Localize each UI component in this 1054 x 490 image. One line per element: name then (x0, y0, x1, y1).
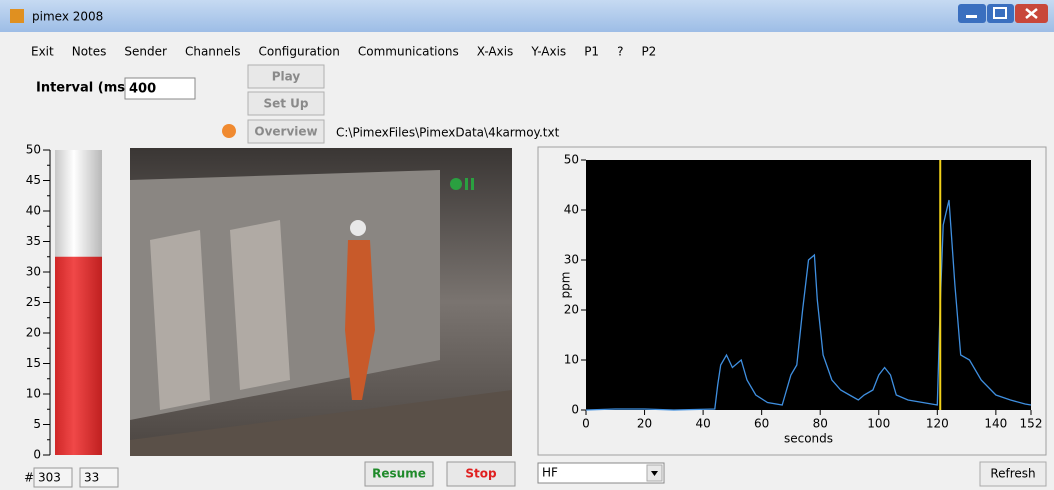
stop-button[interactable] (446, 461, 516, 487)
minimize-button[interactable] (958, 4, 986, 23)
y-tick-label: 40 (564, 203, 579, 217)
video-floor (130, 390, 512, 456)
pause-bar (465, 178, 468, 190)
pause-bar (471, 178, 474, 190)
y-tick-label: 50 (26, 143, 41, 157)
close-icon (1025, 8, 1038, 19)
x-tick-label: 0 (582, 417, 590, 431)
play-button[interactable] (247, 64, 325, 89)
overview-button[interactable] (247, 119, 325, 144)
play-label: Play (272, 70, 301, 84)
y-tick-label: 20 (564, 303, 579, 317)
interval-value: 400 (129, 82, 156, 97)
y-tick-label: 30 (26, 265, 41, 279)
setup-label: Set Up (263, 97, 308, 111)
video-arches (150, 220, 290, 410)
y-tick-label: 45 (26, 173, 41, 187)
y-tick-label: 20 (26, 326, 41, 340)
y-tick-label: 50 (564, 153, 579, 167)
y-tick-label: 15 (26, 356, 41, 370)
y-axis-label: ppm (559, 272, 573, 299)
x-tick-label: 152 (1020, 417, 1043, 431)
counter-value: 33 (84, 471, 99, 485)
video-worker (345, 240, 375, 400)
menu-item[interactable]: P1 (584, 45, 599, 59)
x-tick-label: 40 (695, 417, 710, 431)
x-tick-label: 100 (867, 417, 890, 431)
menu-bar: Exit Notes Sender Channels Configuration Comm… (31, 45, 656, 59)
minimize-icon (966, 15, 977, 18)
x-tick-label: 140 (984, 417, 1007, 431)
window-title: pimex 2008 (32, 10, 103, 24)
status-indicator (222, 124, 236, 138)
file-path: C:\PimexFiles\PimexData\4karmoy.txt (336, 126, 560, 140)
menu-item[interactable]: Configuration (258, 45, 339, 59)
trend-chart: 0 10 20 30 40 50 0 20 40 60 80 100 120 140 152 seconds p… (537, 146, 1047, 456)
x-tick-label: 120 (926, 417, 949, 431)
y-tick-label: 25 (26, 295, 41, 309)
x-tick-label: 20 (637, 417, 652, 431)
menu-item[interactable]: ? (617, 45, 623, 59)
y-tick-label: 10 (564, 353, 579, 367)
menu-item[interactable]: X-Axis (477, 45, 514, 59)
video-frame (130, 148, 512, 456)
menu-item[interactable]: Exit (31, 45, 54, 59)
setup-button[interactable] (247, 91, 325, 116)
y-tick-label: 10 (26, 387, 41, 401)
counter-label: # (24, 471, 34, 485)
data-line (585, 199, 1032, 411)
menu-item[interactable]: Notes (72, 45, 107, 59)
interval-label: Interval (ms) (36, 81, 131, 96)
y-tick-label: 5 (33, 417, 41, 431)
refresh-label: Refresh (990, 467, 1035, 481)
plot-area (586, 160, 1031, 410)
menu-item[interactable]: Y-Axis (530, 45, 566, 59)
gauge-fill (55, 256, 102, 455)
y-tick-label: 0 (33, 448, 41, 462)
resume-button[interactable] (364, 461, 434, 487)
y-tick-label: 30 (564, 253, 579, 267)
counter-value: 303 (38, 471, 61, 485)
channel-value: HF (542, 466, 558, 480)
channel-select[interactable] (537, 462, 665, 484)
x-tick-label: 60 (754, 417, 769, 431)
title-bar (0, 0, 1054, 32)
x-tick-label: 80 (813, 417, 828, 431)
menu-item[interactable]: Sender (124, 45, 167, 59)
menu-item[interactable]: Communications (358, 45, 459, 59)
dropdown-arrow (651, 471, 658, 476)
menu-item[interactable]: Channels (185, 45, 241, 59)
counter-box (79, 467, 119, 488)
y-tick-label: 40 (26, 204, 41, 218)
gauge: 0 5 10 15 20 25 30 35 40 45 50 (26, 143, 102, 462)
refresh-button[interactable] (979, 461, 1047, 487)
maximize-button[interactable] (987, 4, 1014, 23)
counter-box (33, 467, 73, 488)
menu-item[interactable]: P2 (641, 45, 656, 59)
resume-label: Resume (372, 467, 426, 481)
stop-label: Stop (465, 467, 497, 481)
x-axis-label: seconds (784, 432, 833, 446)
y-tick-label: 35 (26, 234, 41, 248)
video-helmet (350, 220, 366, 236)
play-indicator (450, 178, 462, 190)
maximize-icon (993, 7, 1007, 19)
y-tick-label: 0 (571, 403, 579, 417)
interval-input[interactable] (124, 77, 196, 100)
app-icon (10, 9, 24, 23)
overview-label: Overview (254, 125, 317, 139)
